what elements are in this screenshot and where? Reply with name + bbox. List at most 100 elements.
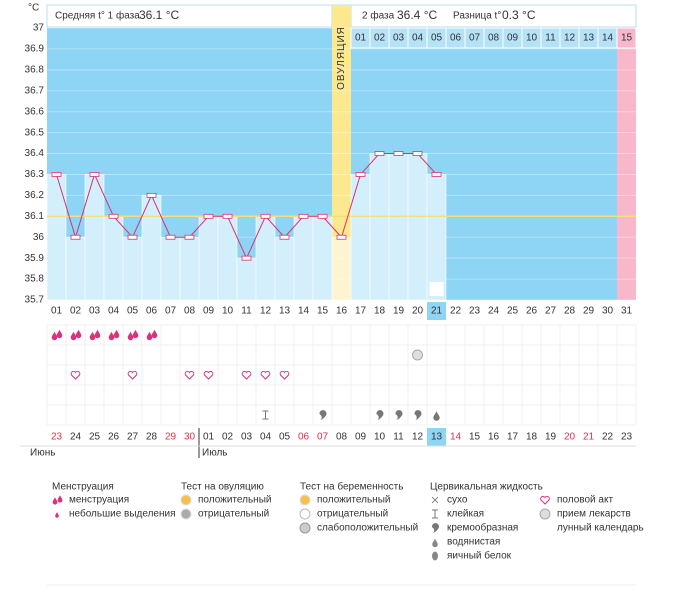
circle-icon xyxy=(539,508,551,520)
y-tick-label: 35.9 xyxy=(25,253,45,264)
calendar-date: 04 xyxy=(260,432,272,443)
x-tick-label: 21 xyxy=(431,306,443,317)
phase2-day: 09 xyxy=(507,33,519,44)
x-tick-label: 25 xyxy=(507,306,519,317)
heart-icon xyxy=(279,370,290,380)
legend-title: Цервикальная жидкость xyxy=(430,482,543,493)
temperature-column xyxy=(369,153,390,301)
temperature-column xyxy=(84,174,105,301)
calendar-date: 23 xyxy=(51,432,63,443)
heart-icon xyxy=(70,370,81,380)
phase2-label: 2 фаза xyxy=(362,10,395,22)
calendar-date: 13 xyxy=(431,432,443,443)
temperature-point xyxy=(108,213,119,219)
y-tick-label: 37 xyxy=(33,23,45,34)
circle-icon xyxy=(299,508,311,520)
calendar-date: 11 xyxy=(393,432,404,443)
creamy-icon xyxy=(376,410,384,420)
x-tick-label: 20 xyxy=(412,306,424,317)
phase2-day: 08 xyxy=(488,33,500,44)
phase2-day: 14 xyxy=(602,33,614,44)
calendar-date: 25 xyxy=(89,432,101,443)
temperature-column xyxy=(407,153,428,301)
x-tick-label: 05 xyxy=(127,306,139,317)
y-tick-label: 36.2 xyxy=(25,190,45,201)
legend-item: клейкая xyxy=(447,509,484,520)
legend-title: Менструация xyxy=(52,482,114,493)
temperature-point xyxy=(412,151,423,156)
calendar-date: 18 xyxy=(526,432,538,443)
x-tick-label: 19 xyxy=(393,306,405,317)
calendar-date: 14 xyxy=(450,432,462,443)
watery-icon xyxy=(433,411,440,421)
circle-icon xyxy=(299,494,311,506)
y-tick-label: 36.5 xyxy=(25,127,45,138)
legend-item: сухо xyxy=(447,495,468,506)
x-tick-label: 01 xyxy=(51,306,63,317)
phase1-label: Средняя t° 1 фаза xyxy=(55,10,140,22)
creamy-icon xyxy=(395,410,403,420)
temperature-column xyxy=(312,216,333,301)
x-tick-label: 16 xyxy=(336,306,348,317)
temperature-point xyxy=(431,172,442,177)
menstruation-icon xyxy=(151,329,158,339)
phase2-day: 06 xyxy=(450,33,462,44)
heart-icon xyxy=(127,370,138,380)
x-tick-label: 17 xyxy=(355,306,367,317)
temperature-point xyxy=(336,234,347,240)
x-tick-label: 14 xyxy=(298,306,310,317)
x-tick-label: 07 xyxy=(165,306,177,317)
temperature-point xyxy=(51,172,62,177)
y-tick-label: 36 xyxy=(33,232,45,243)
x-tick-label: 18 xyxy=(374,306,386,317)
calendar-date: 08 xyxy=(336,432,348,443)
temperature-column xyxy=(293,216,314,301)
calendar-date: 30 xyxy=(184,432,196,443)
calendar-date: 10 xyxy=(374,432,386,443)
menstruation-icon xyxy=(108,331,115,341)
sticky-icon xyxy=(262,410,269,420)
x-tick-label: 11 xyxy=(241,306,252,317)
x-tick-label: 22 xyxy=(450,306,462,317)
creamy-icon xyxy=(431,523,439,533)
creamy-icon xyxy=(414,410,422,420)
x-tick-label: 06 xyxy=(146,306,158,317)
phase1-value: 36.1 °C xyxy=(139,8,179,22)
y-axis-label: °C xyxy=(28,3,39,14)
ovulation-column-lower xyxy=(332,237,351,300)
calendar-date: 19 xyxy=(545,432,557,443)
calendar-today xyxy=(427,428,446,446)
calendar-date: 05 xyxy=(279,432,291,443)
legend-item: отрицательный xyxy=(198,509,269,520)
phase2-value: 36.4 °C xyxy=(397,8,437,22)
x-tick-label: 24 xyxy=(488,306,500,317)
temperature-point xyxy=(393,151,404,156)
phase2-day: 07 xyxy=(469,33,481,44)
dry-icon xyxy=(431,496,439,504)
menstruation-icon xyxy=(89,331,96,341)
temperature-column xyxy=(198,216,219,301)
month-label: Июнь xyxy=(30,448,55,459)
calendar-date: 22 xyxy=(602,432,614,443)
egg-white-icon xyxy=(432,551,438,561)
temperature-column xyxy=(217,216,238,301)
phase2-day: 03 xyxy=(393,33,405,44)
x-tick-label: 10 xyxy=(222,306,234,317)
calendar-date: 26 xyxy=(108,432,120,443)
legend-item: яичный белок xyxy=(447,550,512,562)
temperature-column xyxy=(350,174,371,301)
legend-title: Тест на овуляцию xyxy=(181,482,264,493)
x-tick-label: 03 xyxy=(89,306,101,317)
temperature-point xyxy=(241,255,252,261)
temperature-column xyxy=(236,257,257,301)
temperature-point xyxy=(127,234,138,240)
menstruation-icon xyxy=(127,331,134,341)
menstruation-icon xyxy=(70,331,77,341)
y-tick-label: 36.3 xyxy=(25,169,45,180)
temperature-point xyxy=(165,234,176,240)
calendar-date: 06 xyxy=(298,432,310,443)
ovulation-column xyxy=(332,5,351,300)
calendar-date: 29 xyxy=(165,432,177,443)
temperature-point xyxy=(146,192,157,198)
menstruation-icon xyxy=(52,497,58,505)
